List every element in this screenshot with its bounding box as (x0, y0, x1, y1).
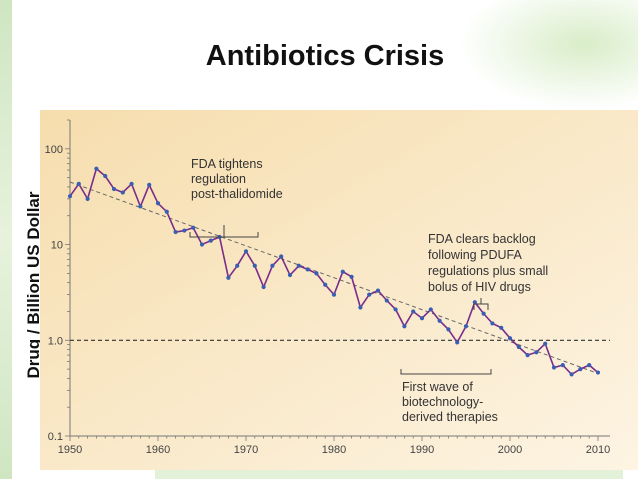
data-point (67, 194, 73, 199)
data-point (226, 275, 231, 280)
slide-title: Antibiotics Crisis (205, 40, 445, 72)
y-tick-label: 0.1 (48, 431, 63, 443)
data-point (375, 288, 381, 293)
data-point (129, 181, 134, 187)
data-point (76, 181, 81, 187)
data-point (384, 298, 389, 303)
x-tick-label: 1970 (234, 444, 258, 456)
data-point (525, 353, 530, 358)
data-point (349, 274, 354, 279)
data-point (534, 350, 539, 355)
slide-decoration-left (0, 0, 12, 479)
data-point (569, 372, 574, 377)
data-point (411, 309, 416, 314)
data-point (331, 292, 337, 297)
annotation-bracket-pdufa (473, 298, 489, 310)
trend-line (69, 181, 599, 374)
data-point (358, 305, 363, 310)
data-point (490, 321, 495, 326)
data-point (481, 311, 486, 316)
data-point (111, 186, 117, 192)
data-point (261, 284, 266, 290)
data-point (437, 318, 442, 323)
annotation-biotech-line: First wave of (402, 380, 473, 394)
data-point (560, 363, 565, 368)
annotation-pdufa-line: FDA clears backlog (428, 232, 536, 246)
data-point (85, 196, 90, 201)
data-point (472, 300, 477, 305)
annotation-bracket-biotech (400, 369, 492, 375)
data-point (296, 263, 301, 268)
data-point (367, 292, 372, 297)
data-point (243, 249, 249, 254)
data-point (455, 340, 460, 345)
data-point (305, 267, 310, 272)
data-point (173, 229, 178, 235)
data-point (208, 238, 213, 243)
data-point (287, 272, 293, 278)
data-point (155, 201, 161, 206)
data-point (543, 341, 548, 346)
data-point (279, 254, 284, 259)
data-point (393, 307, 398, 312)
data-point (270, 263, 275, 268)
data-point (191, 225, 196, 230)
data-point (428, 307, 433, 312)
slide-decoration-bottom (155, 469, 623, 479)
data-point (499, 325, 504, 330)
y-tick-label: 1.0 (48, 335, 63, 347)
annotation-pdufa-line: following PDUFA (428, 248, 522, 262)
data-point (120, 190, 125, 195)
data-point (164, 209, 169, 214)
data-point (147, 182, 152, 187)
x-tick-label: 1960 (146, 444, 170, 456)
x-tick-label: 1990 (410, 444, 434, 456)
x-tick-label: 2010 (586, 444, 610, 456)
data-point (340, 269, 345, 274)
data-point (446, 327, 451, 332)
slide-decoration-top-right (458, 0, 638, 110)
data-point (199, 242, 205, 247)
annotation-bracket-thalidomide (189, 225, 259, 238)
data-point (578, 366, 583, 372)
annotation-fda-thalidomide-line: regulation (191, 172, 246, 186)
data-point (182, 228, 187, 233)
data-point (419, 316, 425, 321)
data-point (587, 363, 592, 368)
data-point (402, 324, 407, 329)
data-point (551, 365, 557, 370)
data-point (103, 173, 108, 179)
chart-background (40, 110, 638, 470)
y-tick-label: 100 (45, 144, 63, 156)
annotation-biotech-line: derived therapies (402, 410, 498, 424)
data-point (463, 324, 469, 329)
annotation-fda-thalidomide-line: post-thalidomide (191, 187, 283, 201)
data-point (595, 370, 601, 375)
data-point (252, 263, 257, 268)
chart-container: 0.1 1.0 10 100 1950 1960 1970 1980 1990 2000 2010 … (40, 110, 638, 470)
data-point (516, 344, 521, 350)
data-point (138, 204, 143, 209)
x-tick-label: 1980 (322, 444, 346, 456)
data-point (235, 263, 240, 268)
annotation-biotech-line: biotechnology- (402, 395, 483, 409)
y-tick-label: 10 (51, 240, 63, 252)
annotation-pdufa-line: bolus of HIV drugs (428, 280, 531, 294)
x-tick-label: 2000 (498, 444, 522, 456)
data-point (507, 336, 513, 341)
x-tick-label: 1950 (58, 444, 82, 456)
data-point (94, 166, 99, 171)
data-point (314, 271, 319, 276)
data-point (323, 282, 328, 287)
annotation-fda-thalidomide-line: FDA tightens (191, 157, 263, 171)
annotation-pdufa-line: regulations plus small (428, 264, 548, 278)
